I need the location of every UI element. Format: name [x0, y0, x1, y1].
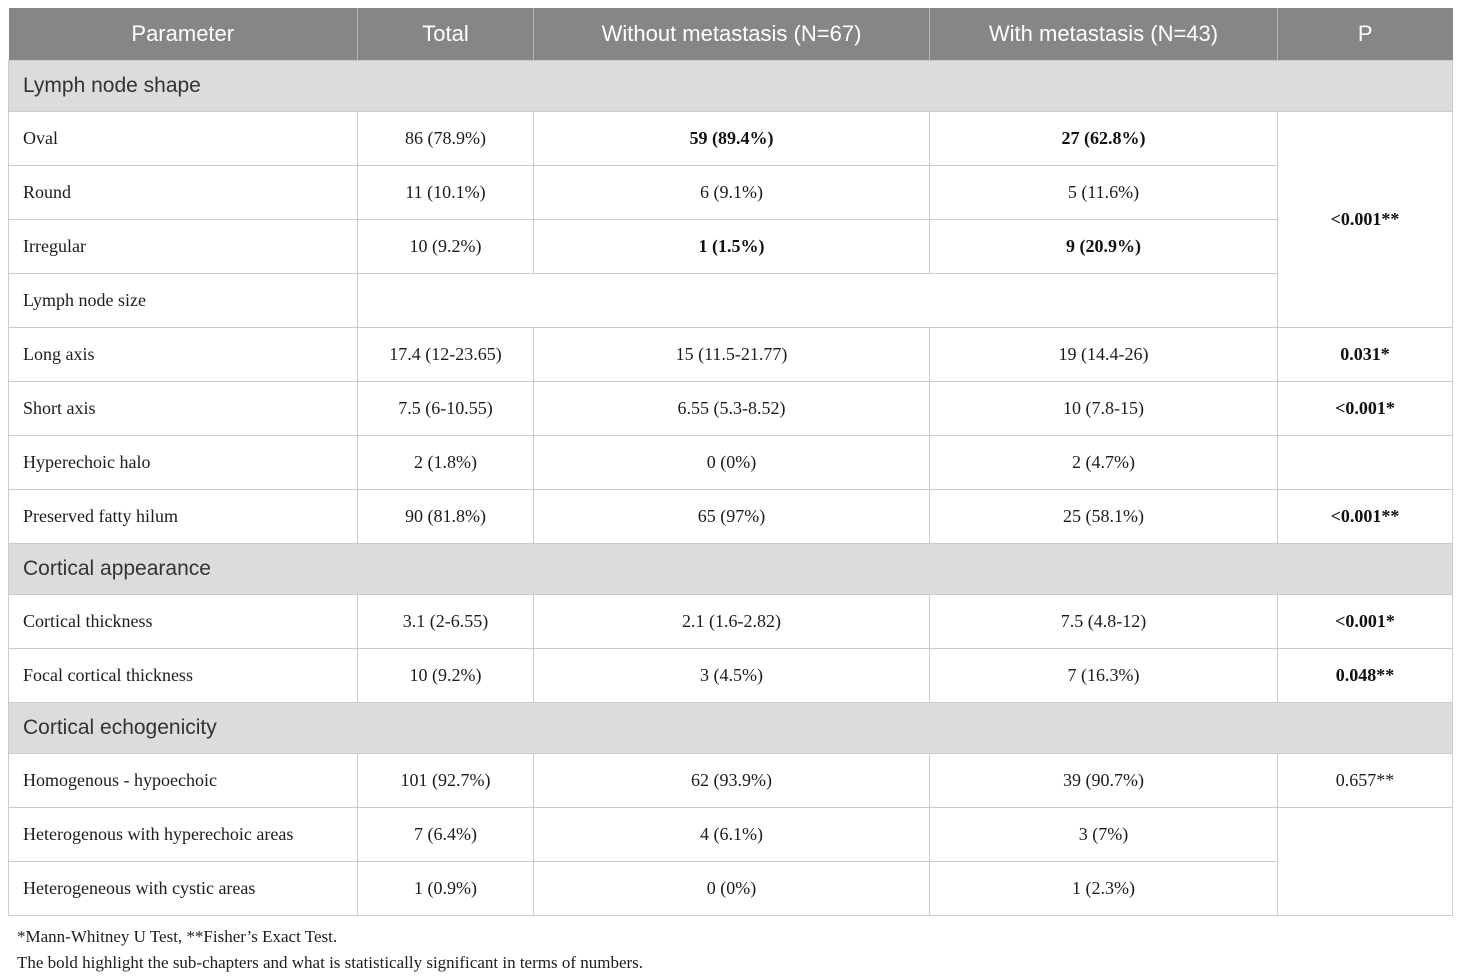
without-cell: 6 (9.1%): [533, 165, 930, 220]
p-cell: <0.001*: [1277, 594, 1453, 649]
without-cell: 4 (6.1%): [533, 807, 930, 862]
param-cell: Preserved fatty hilum: [8, 489, 358, 544]
table-row-hyperechoic-halo: Hyperechoic halo 2 (1.8%) 0 (0%) 2 (4.7%…: [8, 435, 1453, 490]
table-row-short-axis: Short axis 7.5 (6-10.55) 6.55 (5.3-8.52)…: [8, 381, 1453, 436]
without-cell: 6.55 (5.3-8.52): [533, 381, 930, 436]
p-cell: <0.001**: [1277, 489, 1453, 544]
total-cell: 86 (78.9%): [357, 111, 534, 166]
p-cell: <0.001*: [1277, 381, 1453, 436]
column-header-parameter: Parameter: [8, 8, 358, 61]
section-header-cortical-appearance: Cortical appearance: [8, 543, 1453, 595]
with-cell: 10 (7.8-15): [929, 381, 1278, 436]
total-cell: 2 (1.8%): [357, 435, 534, 490]
table-row-heterogenous-hyperechoic: Heterogenous with hyperechoic areas 7 (6…: [8, 807, 1453, 916]
with-cell: 39 (90.7%): [929, 753, 1278, 808]
param-cell: Heterogeneous with cystic areas: [8, 861, 358, 916]
with-cell: 3 (7%): [929, 807, 1278, 862]
param-cell: Round: [8, 165, 358, 220]
total-cell: 7 (6.4%): [357, 807, 534, 862]
with-cell: 9 (20.9%): [929, 219, 1278, 274]
total-cell: 10 (9.2%): [357, 219, 534, 274]
without-cell: 0 (0%): [533, 861, 930, 916]
total-cell: 90 (81.8%): [357, 489, 534, 544]
with-cell: 7.5 (4.8-12): [929, 594, 1278, 649]
column-header-without-metastasis: Without metastasis (N=67): [533, 8, 930, 61]
section-title: Cortical appearance: [8, 543, 1453, 595]
param-cell: Homogenous - hypoechoic: [8, 753, 358, 808]
total-cell: 3.1 (2-6.55): [357, 594, 534, 649]
with-cell: 2 (4.7%): [929, 435, 1278, 490]
param-cell: Cortical thickness: [8, 594, 358, 649]
with-cell: 19 (14.4-26): [929, 327, 1278, 382]
p-cell: [1277, 435, 1453, 490]
total-cell: 11 (10.1%): [357, 165, 534, 220]
param-cell: Focal cortical thickness: [8, 648, 358, 703]
table-row-irregular: Irregular 10 (9.2%) 1 (1.5%) 9 (20.9%): [8, 219, 1453, 274]
p-cell: 0.657**: [1277, 753, 1453, 808]
total-cell: 7.5 (6-10.55): [357, 381, 534, 436]
table-row-lymph-node-size: Lymph node size: [8, 273, 1453, 328]
param-cell: Heterogenous with hyperechoic areas: [8, 807, 358, 862]
footnote-tests: *Mann-Whitney U Test, **Fisher’s Exact T…: [17, 927, 338, 946]
table-row-oval: Oval 86 (78.9%) 59 (89.4%) 27 (62.8%) <0…: [8, 111, 1453, 328]
table-header: Parameter Total Without metastasis (N=67…: [8, 8, 1453, 61]
table-row-homogenous-hypoechoic: Homogenous - hypoechoic 101 (92.7%) 62 (…: [8, 753, 1453, 808]
param-cell: Long axis: [8, 327, 358, 382]
without-cell: 15 (11.5-21.77): [533, 327, 930, 382]
section-title: Cortical echogenicity: [8, 702, 1453, 754]
with-cell: 25 (58.1%): [929, 489, 1278, 544]
header-row: Parameter Total Without metastasis (N=67…: [8, 8, 1453, 61]
param-cell: Oval: [8, 111, 358, 166]
total-cell: 1 (0.9%): [357, 861, 534, 916]
table-row-preserved-fatty-hilum: Preserved fatty hilum 90 (81.8%) 65 (97%…: [8, 489, 1453, 544]
param-cell: Hyperechoic halo: [8, 435, 358, 490]
table-row-focal-cortical-thickness: Focal cortical thickness 10 (9.2%) 3 (4.…: [8, 648, 1453, 703]
param-cell: Short axis: [8, 381, 358, 436]
with-cell: 27 (62.8%): [929, 111, 1278, 166]
column-header-total: Total: [357, 8, 534, 61]
without-cell: 62 (93.9%): [533, 753, 930, 808]
param-cell: Lymph node size: [8, 273, 358, 328]
table-row-cortical-thickness: Cortical thickness 3.1 (2-6.55) 2.1 (1.6…: [8, 594, 1453, 649]
p-cell-merged-empty: [1277, 807, 1453, 916]
with-cell: 5 (11.6%): [929, 165, 1278, 220]
without-cell: 2.1 (1.6-2.82): [533, 594, 930, 649]
total-cell: 17.4 (12-23.65): [357, 327, 534, 382]
footnotes: *Mann-Whitney U Test, **Fisher’s Exact T…: [17, 924, 1452, 977]
column-header-with-metastasis: With metastasis (N=43): [929, 8, 1278, 61]
table-row-round: Round 11 (10.1%) 6 (9.1%) 5 (11.6%): [8, 165, 1453, 220]
total-cell: 101 (92.7%): [357, 753, 534, 808]
total-cell: 10 (9.2%): [357, 648, 534, 703]
with-cell: 7 (16.3%): [929, 648, 1278, 703]
section-header-lymph-node-shape: Lymph node shape: [8, 60, 1453, 112]
empty-merged-cell: [357, 273, 1278, 328]
p-cell: 0.031*: [1277, 327, 1453, 382]
param-cell: Irregular: [8, 219, 358, 274]
without-cell: 65 (97%): [533, 489, 930, 544]
column-header-p: P: [1277, 8, 1453, 61]
p-cell-merged: <0.001**: [1277, 111, 1453, 328]
section-title: Lymph node shape: [8, 60, 1453, 112]
without-cell: 59 (89.4%): [533, 111, 930, 166]
without-cell: 3 (4.5%): [533, 648, 930, 703]
results-table: Parameter Total Without metastasis (N=67…: [8, 8, 1453, 916]
footnote-bold-note: The bold highlight the sub-chapters and …: [17, 953, 644, 973]
p-cell: 0.048**: [1277, 648, 1453, 703]
table-row-long-axis: Long axis 17.4 (12-23.65) 15 (11.5-21.77…: [8, 327, 1453, 382]
without-cell: 1 (1.5%): [533, 219, 930, 274]
section-header-cortical-echogenicity: Cortical echogenicity: [8, 702, 1453, 754]
table-row-heterogeneous-cystic: Heterogeneous with cystic areas 1 (0.9%)…: [8, 861, 1453, 916]
without-cell: 0 (0%): [533, 435, 930, 490]
with-cell: 1 (2.3%): [929, 861, 1278, 916]
